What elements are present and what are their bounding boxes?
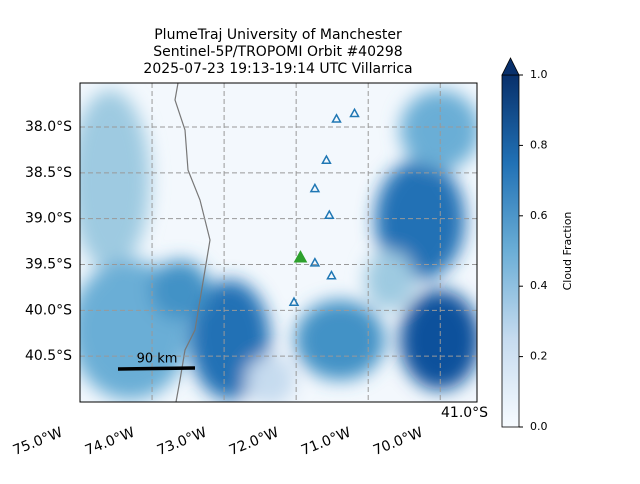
colorbar-label: Cloud Fraction <box>561 212 574 291</box>
volcano-marker <box>331 113 342 123</box>
colorbar-tick-label: 0.6 <box>530 209 548 222</box>
cloud-field <box>80 83 477 402</box>
colorbar-tick-label: 0.2 <box>530 350 548 363</box>
volcano-marker <box>349 107 360 118</box>
lon-tick-label: 72.0°W <box>227 425 281 459</box>
lat-tick-label: 39.0°S <box>25 211 72 227</box>
lon-tick-label: 73.0°W <box>155 425 209 459</box>
volcano-marker <box>326 269 337 280</box>
colorbar-tick-label: 1.0 <box>530 68 548 81</box>
volcano-marker <box>309 182 321 193</box>
lat-tick-label: 41.0°S <box>441 405 488 421</box>
volcano-marker <box>288 296 300 307</box>
title-line: 2025-07-23 19:13-19:14 UTC Villarrica <box>143 61 412 77</box>
lon-tick-label: 75.0°W <box>11 425 65 459</box>
volcano-marker <box>309 257 321 267</box>
colorbar-tick-label: 0.4 <box>530 279 548 292</box>
lon-tick-label: 71.0°W <box>299 425 353 459</box>
volcano-marker <box>324 209 335 219</box>
lat-tick-label: 38.0°S <box>25 119 72 135</box>
title-line: PlumeTraj University of Manchester <box>154 27 402 43</box>
title-line: Sentinel-5P/TROPOMI Orbit #40298 <box>153 44 402 60</box>
colorbar-extend <box>501 57 520 76</box>
target-volcano <box>293 250 308 263</box>
lat-tick-label: 39.5°S <box>25 257 72 273</box>
colorbar-tick-label: 0.0 <box>530 420 548 433</box>
colorbar-tick-label: 0.8 <box>530 138 548 151</box>
grid <box>80 83 477 402</box>
lat-tick-label: 40.0°S <box>25 302 72 318</box>
lat-tick-label: 40.5°S <box>25 348 72 364</box>
lat-tick-label: 38.5°S <box>25 165 72 181</box>
scale-bar-label: 90 km <box>137 352 178 367</box>
volcano-marker <box>321 154 332 164</box>
scale-bar <box>117 366 196 371</box>
map-frame <box>79 82 478 403</box>
colorbar <box>501 74 520 428</box>
lon-tick-label: 74.0°W <box>83 425 137 459</box>
lon-tick-label: 70.0°W <box>371 425 425 459</box>
